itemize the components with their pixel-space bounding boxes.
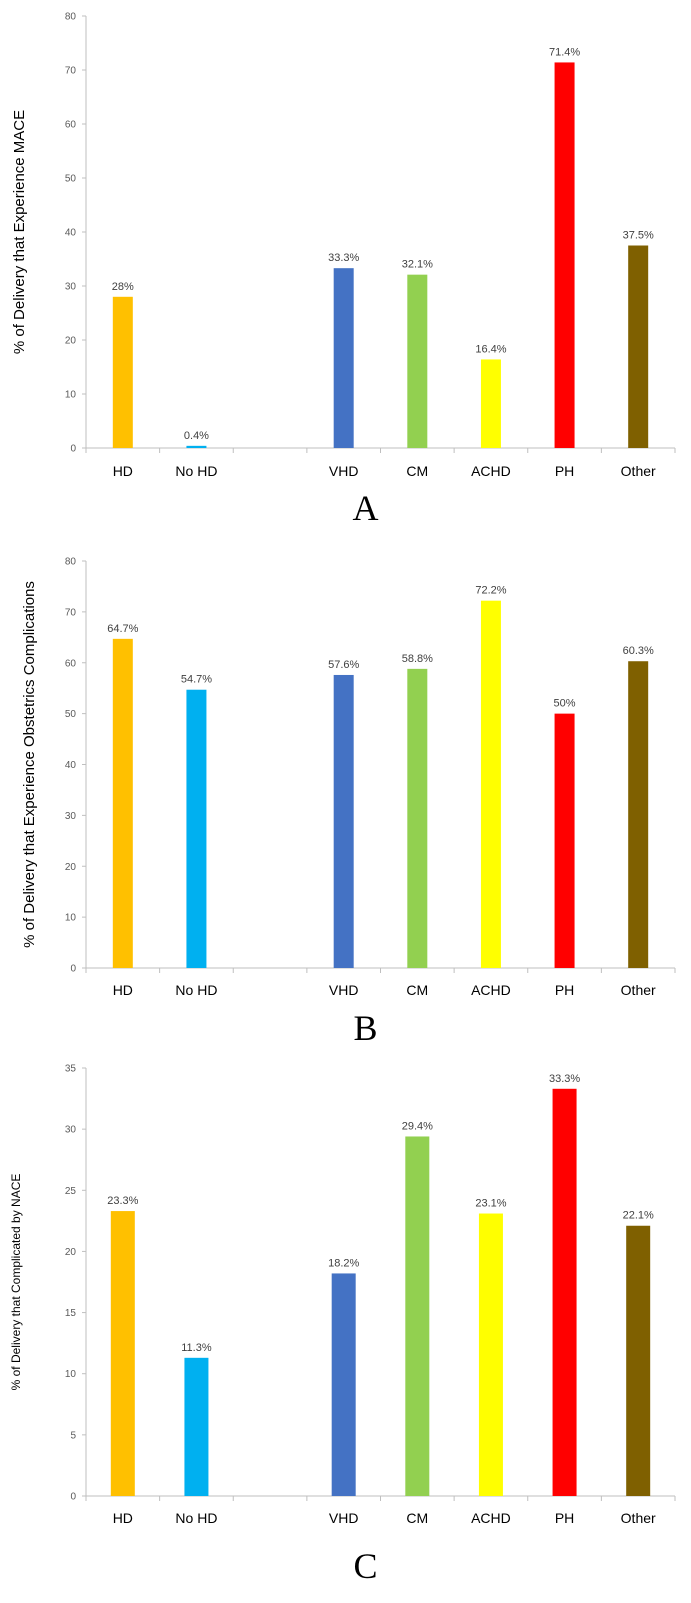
bar-other (628, 661, 649, 968)
data-label: 18.2% (328, 1257, 359, 1269)
bar-hd (110, 1211, 135, 1496)
y-tick-label: 10 (65, 390, 77, 401)
data-label: 33.3% (328, 252, 359, 264)
bar-achd (480, 359, 501, 448)
x-tick-label: PH (555, 463, 574, 479)
y-tick-label: 70 (65, 66, 77, 77)
x-tick-label: PH (555, 982, 574, 998)
panel-letter: A (353, 488, 379, 528)
data-label: 64.7% (107, 623, 138, 635)
y-tick-label: 50 (65, 174, 77, 185)
data-label: 32.1% (402, 259, 433, 271)
y-tick-label: 20 (65, 336, 77, 347)
y-tick-label: 20 (65, 862, 77, 873)
bar-hd (112, 296, 133, 448)
data-label: 29.4% (402, 1120, 433, 1132)
x-tick-label: ACHD (471, 982, 511, 998)
x-tick-label: Other (621, 463, 656, 479)
data-label: 16.4% (475, 343, 506, 355)
x-tick-label: CM (406, 982, 428, 998)
y-axis-title: % of Delivery that Complicated by NACE (9, 1174, 23, 1391)
y-tick-label: 30 (65, 811, 77, 822)
data-label: 50% (554, 698, 576, 710)
y-tick-label: 50 (65, 709, 77, 720)
data-label: 58.8% (402, 653, 433, 665)
data-label: 23.3% (107, 1195, 138, 1207)
bar-ph (554, 62, 575, 448)
y-tick-label: 70 (65, 607, 77, 618)
bar-no-hd (186, 445, 207, 448)
bar-achd (480, 600, 501, 968)
y-tick-label: 0 (70, 444, 76, 455)
chart-panel-a: 0 10 20 30 40 50 60 70 80 28% HD 0.4% No HD 33.3% VHD 3… (11, 12, 676, 528)
x-tick-label: No HD (175, 463, 217, 479)
bar-other (626, 1225, 651, 1496)
x-tick-label: Other (621, 1510, 656, 1526)
x-tick-label: CM (406, 1510, 428, 1526)
x-tick-label: No HD (175, 1510, 217, 1526)
data-label: 54.7% (181, 674, 212, 686)
bar-cm (407, 668, 428, 968)
y-tick-label: 0 (70, 1492, 76, 1503)
x-tick-label: ACHD (471, 463, 511, 479)
y-tick-label: 30 (65, 1125, 77, 1136)
data-label: 22.1% (623, 1210, 654, 1222)
bar-no-hd (186, 689, 207, 968)
y-tick-label: 25 (65, 1186, 77, 1197)
data-label: 0.4% (184, 430, 209, 442)
bar-no-hd (184, 1357, 209, 1496)
y-tick-label: 80 (65, 557, 77, 568)
x-tick-label: Other (621, 982, 656, 998)
y-tick-label: 30 (65, 282, 77, 293)
x-tick-label: ACHD (471, 1510, 511, 1526)
bar-cm (407, 274, 428, 448)
panel-letter: C (353, 1546, 377, 1586)
y-tick-label: 60 (65, 658, 77, 669)
data-label: 11.3% (181, 1342, 212, 1354)
y-tick-label: 60 (65, 120, 77, 131)
y-tick-label: 15 (65, 1308, 77, 1319)
chart-panel-c: 0 5 10 15 20 25 30 35 23.3% HD 11.3% No HD 18.2% VHD 2… (9, 1064, 676, 1586)
x-tick-label: VHD (329, 463, 359, 479)
x-tick-label: PH (555, 1510, 574, 1526)
data-label: 23.1% (475, 1198, 506, 1210)
data-label: 33.3% (549, 1073, 580, 1085)
bar-vhd (333, 674, 354, 968)
x-tick-label: No HD (175, 982, 217, 998)
y-axis-title: % of Delivery that Experience MACE (11, 110, 28, 354)
x-tick-label: VHD (329, 1510, 359, 1526)
y-tick-label: 10 (65, 1369, 77, 1380)
data-label: 37.5% (623, 230, 654, 242)
y-tick-label: 80 (65, 12, 77, 23)
y-tick-label: 35 (65, 1064, 77, 1075)
y-tick-label: 0 (70, 964, 76, 975)
bar-hd (112, 638, 133, 968)
bar-other (628, 245, 649, 448)
data-label: 57.6% (328, 659, 359, 671)
x-tick-label: VHD (329, 982, 359, 998)
y-axis-title: % of Delivery that Experience Obstetrics… (21, 581, 38, 948)
y-tick-label: 10 (65, 913, 77, 924)
bar-achd (478, 1213, 503, 1496)
data-label: 60.3% (623, 645, 654, 657)
panel-letter: B (353, 1008, 377, 1048)
bar-ph (554, 713, 575, 968)
y-tick-label: 40 (65, 760, 77, 771)
x-tick-label: HD (113, 982, 133, 998)
x-tick-label: HD (113, 1510, 133, 1526)
x-tick-label: CM (406, 463, 428, 479)
bar-cm (405, 1136, 430, 1496)
y-tick-label: 40 (65, 228, 77, 239)
y-tick-label: 5 (70, 1430, 76, 1441)
chart-panel-b: 0 10 20 30 40 50 60 70 80 64.7% HD 54.7% No HD 57.6% V… (21, 557, 676, 1048)
bar-ph (552, 1088, 577, 1496)
data-label: 28% (112, 281, 134, 293)
x-tick-label: HD (113, 463, 133, 479)
y-tick-label: 20 (65, 1247, 77, 1258)
data-label: 72.2% (475, 585, 506, 597)
bar-vhd (331, 1273, 356, 1496)
data-label: 71.4% (549, 46, 580, 58)
bar-vhd (333, 268, 354, 448)
